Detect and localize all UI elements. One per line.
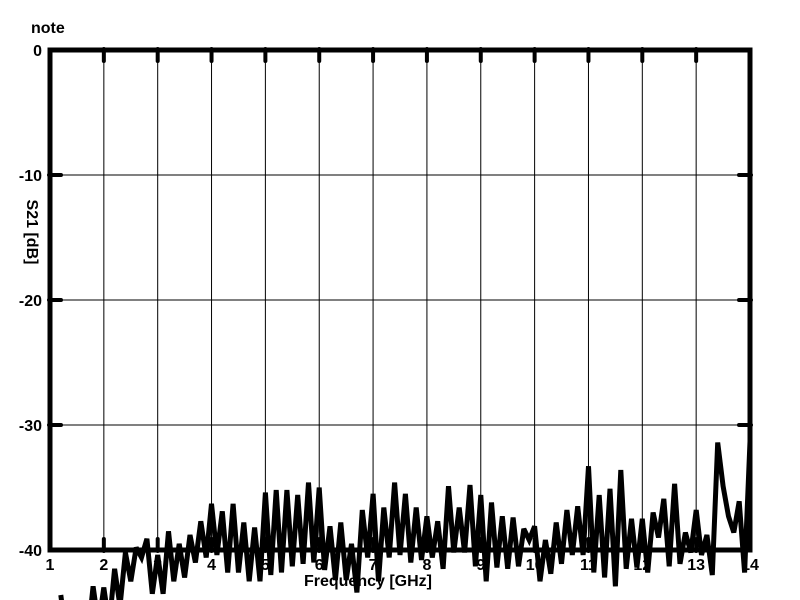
x-tick-label: 8 <box>422 557 431 574</box>
y-tick-label: -10 <box>19 168 42 185</box>
x-axis-label: Frequency [GHz] <box>304 573 432 590</box>
x-tick-label: 13 <box>687 557 705 574</box>
tick-marks <box>47 47 753 553</box>
y-tick-label: 0 <box>33 43 42 60</box>
x-tick-label: 11 <box>580 557 597 574</box>
x-tick-label: 9 <box>476 557 485 574</box>
y-tick-label: -40 <box>19 543 42 560</box>
y-axis-label: S21 [dB] <box>23 200 40 265</box>
x-tick-label: 6 <box>315 557 324 574</box>
x-tick-label: 1 <box>46 557 55 574</box>
y-tick-labels: 0 -10 -20 -30 -40 <box>19 43 42 560</box>
y-tick-label: -30 <box>19 418 42 435</box>
x-tick-label: 2 <box>99 557 108 574</box>
chart-title: note <box>31 20 65 37</box>
x-tick-label: 7 <box>369 557 378 574</box>
grid-lines <box>50 50 750 550</box>
x-tick-label: 3 <box>153 557 162 574</box>
x-tick-label: 14 <box>741 557 759 574</box>
x-tick-labels: 1 2 3 4 5 6 7 8 9 10 11 12 13 14 <box>46 557 759 574</box>
x-tick-label: 12 <box>633 557 651 574</box>
y-tick-label: -20 <box>19 293 42 310</box>
x-tick-label: 4 <box>207 557 216 574</box>
x-tick-label: 10 <box>526 557 544 574</box>
x-tick-label: 5 <box>261 557 270 574</box>
